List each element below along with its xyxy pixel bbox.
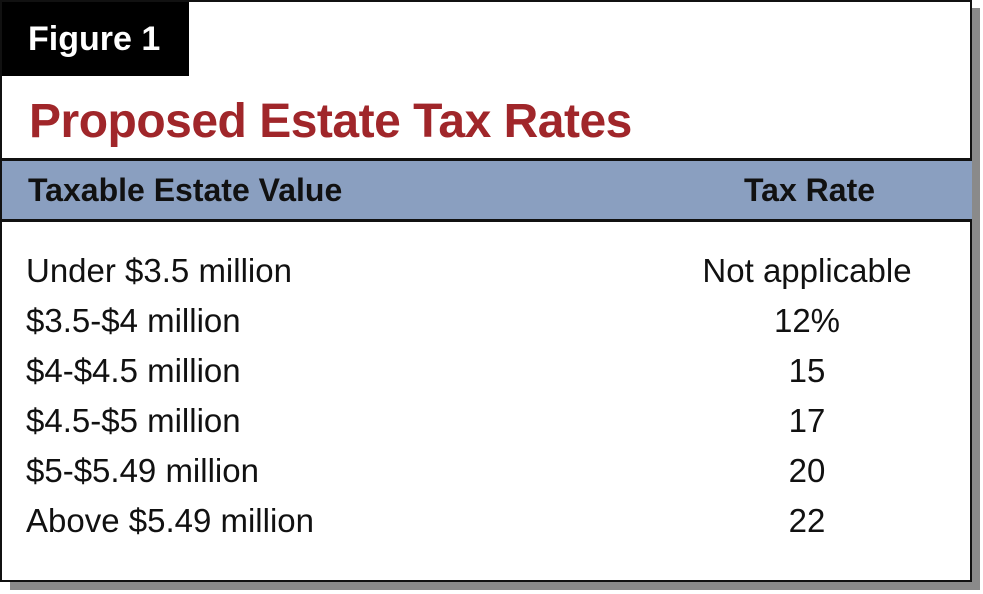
- table-row: Under $3.5 million Not applicable: [2, 248, 972, 298]
- table-row: $5-$5.49 million 20: [2, 448, 972, 498]
- tax-rate-cell: 20: [788, 452, 826, 489]
- table-row: $4.5-$5 million 17: [2, 398, 972, 448]
- tax-rate-cell: 12%: [773, 302, 841, 339]
- figure-frame: Figure 1 Proposed Estate Tax Rates Taxab…: [0, 0, 972, 582]
- column-header-rate: Tax Rate: [744, 172, 876, 208]
- table-body: Under $3.5 million Not applicable $3.5-$…: [2, 248, 972, 548]
- estate-value-cell: $4-$4.5 million: [26, 352, 241, 389]
- tax-rate-cell: Not applicable: [702, 252, 912, 289]
- table-row: $4-$4.5 million 15: [2, 348, 972, 398]
- estate-value-cell: $5-$5.49 million: [26, 452, 259, 489]
- column-header-value: Taxable Estate Value: [28, 172, 343, 208]
- tax-rate-cell: 22: [788, 502, 826, 539]
- tax-rate-cell: 17: [788, 402, 826, 439]
- tax-rate-cell: 15: [788, 352, 826, 389]
- estate-value-cell: $4.5-$5 million: [26, 402, 241, 439]
- estate-value-cell: Above $5.49 million: [26, 502, 315, 539]
- table-row: Above $5.49 million 22: [2, 498, 972, 548]
- estate-value-cell: $3.5-$4 million: [26, 302, 241, 339]
- figure-title: Proposed Estate Tax Rates: [29, 95, 632, 148]
- figure-label: Figure 1: [2, 2, 189, 76]
- table-header: Taxable Estate Value Tax Rate: [2, 158, 972, 222]
- table-row: $3.5-$4 million 12%: [2, 298, 972, 348]
- estate-value-cell: Under $3.5 million: [26, 252, 292, 289]
